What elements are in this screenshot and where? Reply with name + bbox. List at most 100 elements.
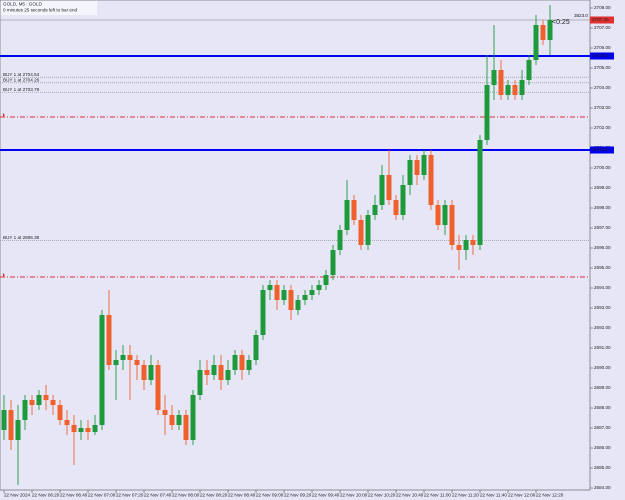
candle-body (29, 400, 35, 405)
candle-body (267, 285, 273, 290)
y-tick-label: 2703.00 (594, 105, 611, 110)
candle-body (57, 405, 63, 420)
x-tick-label: 22 Nov 11:20 (452, 493, 479, 498)
candle-body (239, 355, 245, 370)
candle-body (120, 355, 126, 360)
candle-body (225, 370, 231, 380)
candle-body (365, 215, 371, 245)
candle-body (358, 220, 364, 245)
candle-body (218, 365, 224, 380)
candle-body (428, 155, 434, 205)
candle-body (547, 20, 553, 40)
candle-body (540, 25, 546, 40)
candle-body (470, 240, 476, 245)
y-tick-label: 2704.00 (594, 85, 611, 90)
candle-body (526, 60, 532, 80)
candle-body (505, 85, 511, 95)
symbol-label: GOLD, M5 : GOLD (3, 2, 42, 7)
candle-body (337, 230, 343, 250)
candle-body (295, 300, 301, 310)
x-tick-label: 22 Nov 10:00 (340, 493, 368, 498)
candle-body (183, 415, 189, 440)
y-tick-label: 2692.00 (594, 325, 611, 330)
level-label: 2700.90 (592, 147, 609, 152)
candle-body (512, 85, 518, 95)
level-label: 2707.40 (592, 17, 609, 22)
x-tick-label: 22 Nov 06:40 (60, 493, 88, 498)
y-tick-label: 2698.00 (594, 205, 611, 210)
y-tick-label: 2685.00 (594, 465, 611, 470)
candle-body (421, 155, 427, 175)
candle-body (99, 315, 105, 425)
order-label: BUY 1 at 2696.38 (3, 235, 40, 240)
x-tick-label: 22 Nov 08:40 (228, 493, 256, 498)
candle-body (197, 370, 203, 395)
candle-body (323, 275, 329, 285)
candle-body (463, 240, 469, 250)
candle-body (393, 200, 399, 215)
candle-body (288, 290, 294, 310)
candle-body (330, 250, 336, 275)
candle-body (302, 295, 308, 300)
candle-body (435, 205, 441, 225)
candle-body (498, 70, 504, 95)
candle-body (134, 360, 140, 365)
y-tick-label: 2686.00 (594, 445, 611, 450)
y-tick-label: 2693.00 (594, 305, 611, 310)
candle-body (400, 185, 406, 215)
candle-body (36, 395, 42, 405)
candle-body (106, 315, 112, 365)
x-tick-label: 22 Nov 12:20 (536, 493, 564, 498)
y-tick-label: 2695.00 (594, 265, 611, 270)
candle-body (484, 85, 490, 140)
y-tick-label: 2708.00 (594, 5, 611, 10)
x-tick-label: 22 Nov 09:40 (312, 493, 340, 498)
y-tick-label: 2697.00 (594, 225, 611, 230)
candle-body (414, 160, 420, 175)
spread-label: 3823.0 (574, 13, 588, 18)
candle-body (22, 400, 28, 420)
candle-body (379, 175, 385, 205)
y-tick-label: 2694.00 (594, 285, 611, 290)
candle-body (1, 410, 7, 430)
candle-body (309, 290, 315, 295)
level-tag (590, 146, 614, 154)
candle-body (519, 80, 525, 95)
candle-body (162, 410, 168, 415)
candle-body (169, 415, 175, 425)
level-tag (590, 16, 614, 24)
y-tick-label: 2691.00 (594, 345, 611, 350)
candle-body (477, 140, 483, 245)
candle-body (260, 290, 266, 335)
y-tick-label: 2687.00 (594, 425, 611, 430)
candle-body (8, 410, 14, 440)
y-tick-label: 2696.00 (594, 245, 611, 250)
x-tick-label: 22 Nov 12:00 (508, 493, 536, 498)
candle-body (456, 245, 462, 250)
candle-body (204, 370, 210, 375)
y-tick-label: 2688.00 (594, 405, 611, 410)
y-tick-label: 2684.00 (594, 485, 611, 490)
candle-body (127, 355, 133, 360)
candle-body (316, 285, 322, 290)
candle-body (176, 415, 182, 425)
candle-body (190, 395, 196, 440)
candle-body (533, 25, 539, 60)
order-label: BUY 1 at 2704.54 (3, 72, 40, 77)
x-tick-label: 22 Nov 11:00 (424, 493, 451, 498)
level-tag (590, 52, 614, 60)
y-tick-label: 2689.00 (594, 385, 611, 390)
x-tick-label: 22 Nov 10:20 (368, 493, 396, 498)
y-tick-label: 2705.00 (594, 65, 611, 70)
x-tick-label: 22 Nov 07:20 (116, 493, 144, 498)
candle-body (50, 400, 56, 405)
x-tick-label: 22 Nov 2024 (4, 493, 30, 498)
timer-label: 0 minutes 25 seconds left to bar end (3, 8, 78, 13)
candle-body (148, 365, 154, 380)
y-tick-label: 2700.00 (594, 165, 611, 170)
candle-body (43, 395, 49, 400)
countdown: <0:25 (552, 19, 570, 26)
level-label: 2705.60 (592, 53, 609, 58)
candle-body (386, 175, 392, 200)
